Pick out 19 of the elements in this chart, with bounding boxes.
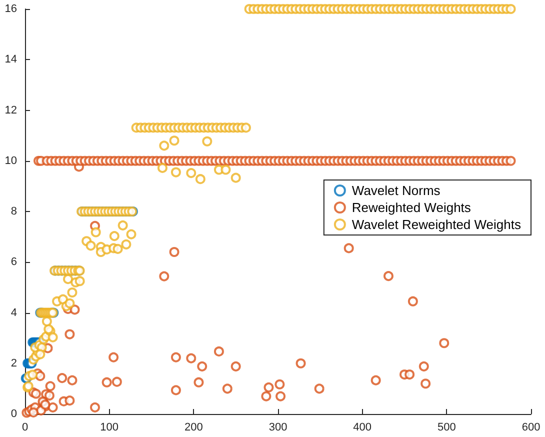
y-tick-label: 4 — [10, 306, 17, 319]
x-tick-label: 600 — [522, 422, 540, 434]
y-tick-label: 6 — [10, 256, 17, 268]
y-tick-label: 2 — [10, 357, 17, 370]
x-tick-label: 0 — [22, 422, 28, 434]
legend-label: Wavelet Reweighted Weights — [352, 217, 522, 232]
x-tick-label: 200 — [184, 422, 203, 434]
y-tick-label: 10 — [4, 154, 17, 167]
x-tick-label: 400 — [353, 422, 372, 434]
y-tick-label: 12 — [4, 104, 17, 116]
x-tick-label: 300 — [268, 422, 288, 434]
y-tick-label: 0 — [10, 408, 17, 420]
y-tick-label: 14 — [4, 54, 17, 66]
y-tick-label: 16 — [4, 3, 17, 15]
legend-label: Reweighted Weights — [352, 200, 472, 215]
y-tick-label: 8 — [10, 206, 17, 218]
x-tick-label: 500 — [437, 422, 456, 434]
x-tick-label: 100 — [100, 422, 119, 434]
legend-label: Wavelet Norms — [352, 183, 441, 198]
